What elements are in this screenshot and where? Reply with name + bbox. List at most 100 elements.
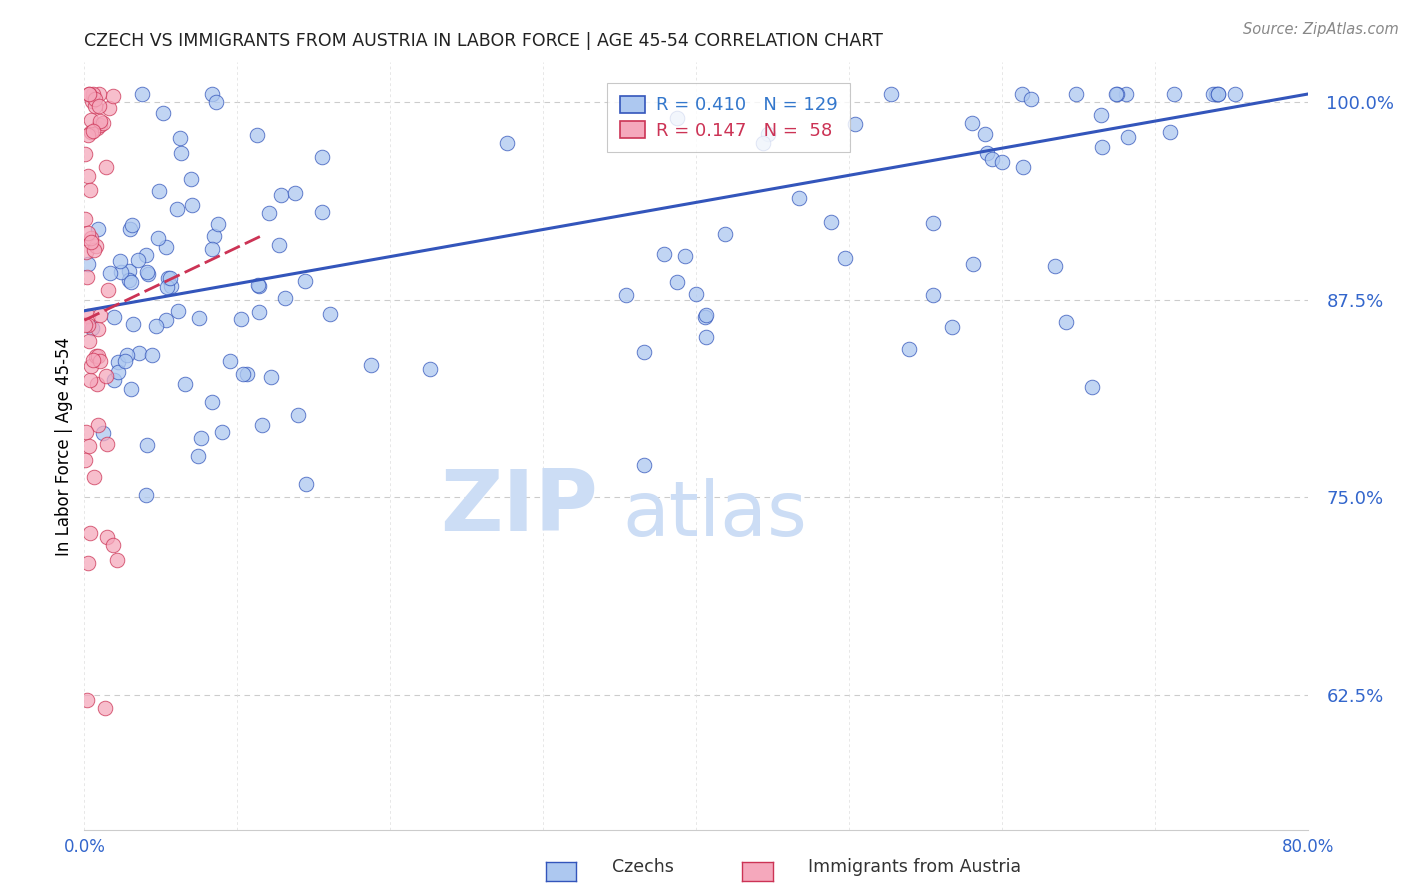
Point <box>79 183 101 197</box>
Point <box>880 87 903 101</box>
Point <box>89 308 111 322</box>
Point <box>80 125 103 139</box>
Point <box>231 312 253 326</box>
Point <box>1116 130 1139 145</box>
Point <box>80 321 103 335</box>
Text: Czechs: Czechs <box>612 858 673 876</box>
Point <box>236 367 259 381</box>
Point <box>80 359 103 374</box>
Point <box>922 216 945 230</box>
Point <box>79 526 101 541</box>
Point <box>97 283 120 297</box>
Point <box>127 253 149 268</box>
Point <box>75 244 97 259</box>
Point <box>73 146 96 161</box>
Point <box>75 425 97 439</box>
Point <box>1091 140 1114 154</box>
Point <box>270 188 292 202</box>
Point <box>103 310 125 325</box>
Point <box>122 318 145 332</box>
Point <box>135 488 157 502</box>
Point <box>962 257 984 271</box>
Point <box>83 470 105 484</box>
Point <box>844 117 866 131</box>
Point <box>319 307 342 321</box>
Point <box>1105 87 1128 101</box>
Point <box>180 172 202 186</box>
Point <box>941 320 963 334</box>
Point <box>990 155 1012 169</box>
Point <box>121 218 143 232</box>
Point <box>110 265 132 279</box>
Point <box>115 348 138 362</box>
Point <box>96 160 118 174</box>
Point <box>138 268 160 282</box>
Point <box>834 252 856 266</box>
Point <box>76 309 98 323</box>
Point <box>87 98 110 112</box>
Point <box>76 269 98 284</box>
Point <box>181 198 204 212</box>
Point <box>120 382 142 396</box>
Point <box>128 346 150 360</box>
Point <box>898 342 921 356</box>
Point <box>107 365 129 379</box>
Point <box>633 458 655 473</box>
Point <box>695 308 717 322</box>
Point <box>152 105 174 120</box>
Point <box>118 273 141 287</box>
Point <box>201 87 224 101</box>
Point <box>135 247 157 261</box>
Point <box>211 425 233 439</box>
Point <box>922 288 945 302</box>
Point <box>174 376 197 391</box>
Point <box>79 87 101 101</box>
Point <box>170 145 193 160</box>
Point <box>86 376 108 391</box>
Point <box>89 114 111 128</box>
Point <box>89 354 111 368</box>
Point <box>136 265 159 279</box>
Point <box>257 206 280 220</box>
Point <box>75 453 97 467</box>
Point <box>80 112 103 127</box>
Point <box>79 231 101 245</box>
Point <box>91 426 114 441</box>
Point <box>269 238 291 252</box>
Point <box>101 537 124 551</box>
Point <box>1019 92 1042 106</box>
Point <box>120 275 142 289</box>
Point <box>91 116 114 130</box>
Point <box>1223 87 1246 101</box>
Point <box>87 350 110 364</box>
Point <box>981 152 1004 166</box>
Point <box>360 358 382 372</box>
Point <box>156 279 179 293</box>
Point <box>1090 108 1112 122</box>
Point <box>273 291 295 305</box>
Point <box>108 254 131 268</box>
Text: Immigrants from Austria: Immigrants from Austria <box>808 858 1022 876</box>
Point <box>1206 87 1229 101</box>
Point <box>89 118 111 132</box>
Point <box>1206 87 1229 101</box>
Text: ZIP: ZIP <box>440 466 598 549</box>
Point <box>135 438 157 452</box>
Point <box>652 247 675 261</box>
Point <box>77 334 100 348</box>
Point <box>101 88 124 103</box>
Point <box>79 373 101 387</box>
Point <box>714 227 737 241</box>
Point <box>87 87 110 101</box>
Point <box>1115 87 1137 101</box>
Point <box>976 145 998 160</box>
Point <box>83 92 105 106</box>
Point <box>1080 380 1102 394</box>
Point <box>114 354 136 368</box>
Point <box>118 264 141 278</box>
Point <box>201 243 224 257</box>
Point <box>250 417 273 432</box>
Point <box>86 121 108 136</box>
Point <box>82 352 104 367</box>
Point <box>787 191 810 205</box>
